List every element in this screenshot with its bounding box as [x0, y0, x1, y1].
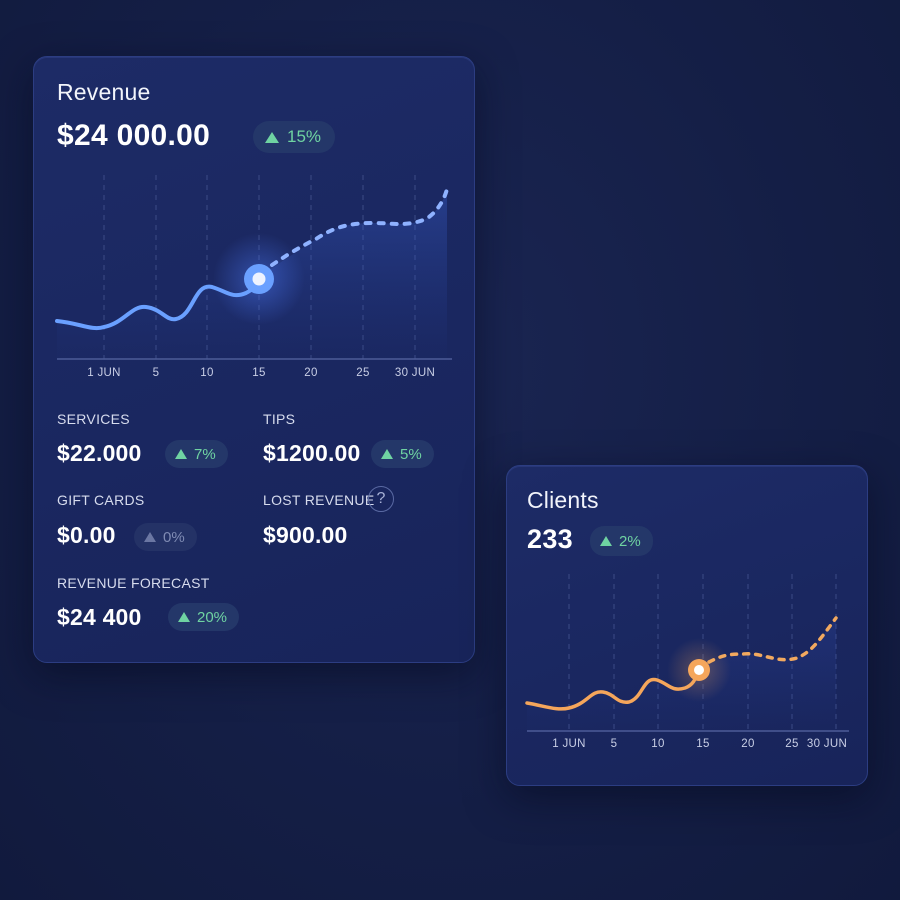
- clients-change-badge: 2%: [590, 526, 653, 556]
- tips-change-badge: 5%: [371, 440, 434, 468]
- forecast-label: REVENUE FORECAST: [57, 575, 210, 591]
- gift-cards-change-value: 0%: [163, 528, 185, 546]
- x-label: 25: [356, 367, 370, 379]
- revenue-total: $24 000.00: [57, 119, 211, 152]
- revenue-change-value: 15%: [287, 127, 322, 146]
- services-change-badge: 7%: [165, 440, 228, 468]
- services-label: SERVICES: [57, 411, 130, 427]
- x-label: 1 JUN: [87, 367, 121, 379]
- tips-label: TIPS: [263, 411, 296, 427]
- forecast-change-badge: 20%: [168, 603, 240, 631]
- x-label: 15: [696, 738, 710, 750]
- x-label: 5: [152, 367, 160, 379]
- clients-change-value: 2%: [619, 532, 641, 550]
- tips-value: $1200.00: [263, 440, 361, 466]
- x-label: 20: [304, 367, 318, 379]
- trend-up-icon: [265, 131, 279, 143]
- forecast-value: $24 400: [57, 604, 142, 630]
- help-icon[interactable]: ?: [368, 486, 394, 512]
- trend-up-icon: [144, 532, 156, 542]
- lost-revenue-value: $900.00: [263, 522, 348, 548]
- services-change-value: 7%: [194, 445, 216, 463]
- x-label: 20: [741, 738, 755, 750]
- clients-total: 233: [527, 524, 573, 554]
- tips-change-value: 5%: [400, 445, 422, 463]
- revenue-actual-line: [55, 277, 261, 331]
- trend-up-icon: [600, 536, 612, 546]
- clients-title: Clients: [527, 487, 599, 513]
- x-label: 1 JUN: [552, 738, 586, 750]
- revenue-card: Revenue $24 000.00 15%: [33, 56, 475, 663]
- x-label: 15: [252, 367, 266, 379]
- clients-card: Clients 233 2%: [506, 465, 868, 786]
- x-label: 5: [610, 738, 618, 750]
- services-value: $22.000: [57, 440, 142, 466]
- x-label: 10: [651, 738, 665, 750]
- lost-revenue-label: LOST REVENUE: [263, 492, 375, 508]
- revenue-line-chart[interactable]: [34, 175, 476, 385]
- trend-up-icon: [381, 449, 393, 459]
- x-label: 10: [200, 367, 214, 379]
- revenue-title: Revenue: [57, 79, 151, 105]
- clients-line-chart[interactable]: [507, 566, 869, 746]
- x-label: 30 JUN: [394, 367, 436, 379]
- x-label: 30 JUN: [806, 738, 848, 750]
- revenue-change-badge: 15%: [253, 121, 336, 153]
- clients-forecast-line: [707, 616, 838, 664]
- trend-up-icon: [175, 449, 187, 459]
- gift-cards-change-badge: 0%: [134, 523, 197, 551]
- clients-actual-line: [525, 668, 701, 711]
- gift-cards-value: $0.00: [57, 522, 116, 548]
- gift-cards-label: GIFT CARDS: [57, 492, 145, 508]
- x-label: 25: [785, 738, 799, 750]
- trend-up-icon: [178, 612, 190, 622]
- revenue-forecast-line: [270, 187, 449, 267]
- forecast-change-value: 20%: [197, 608, 228, 626]
